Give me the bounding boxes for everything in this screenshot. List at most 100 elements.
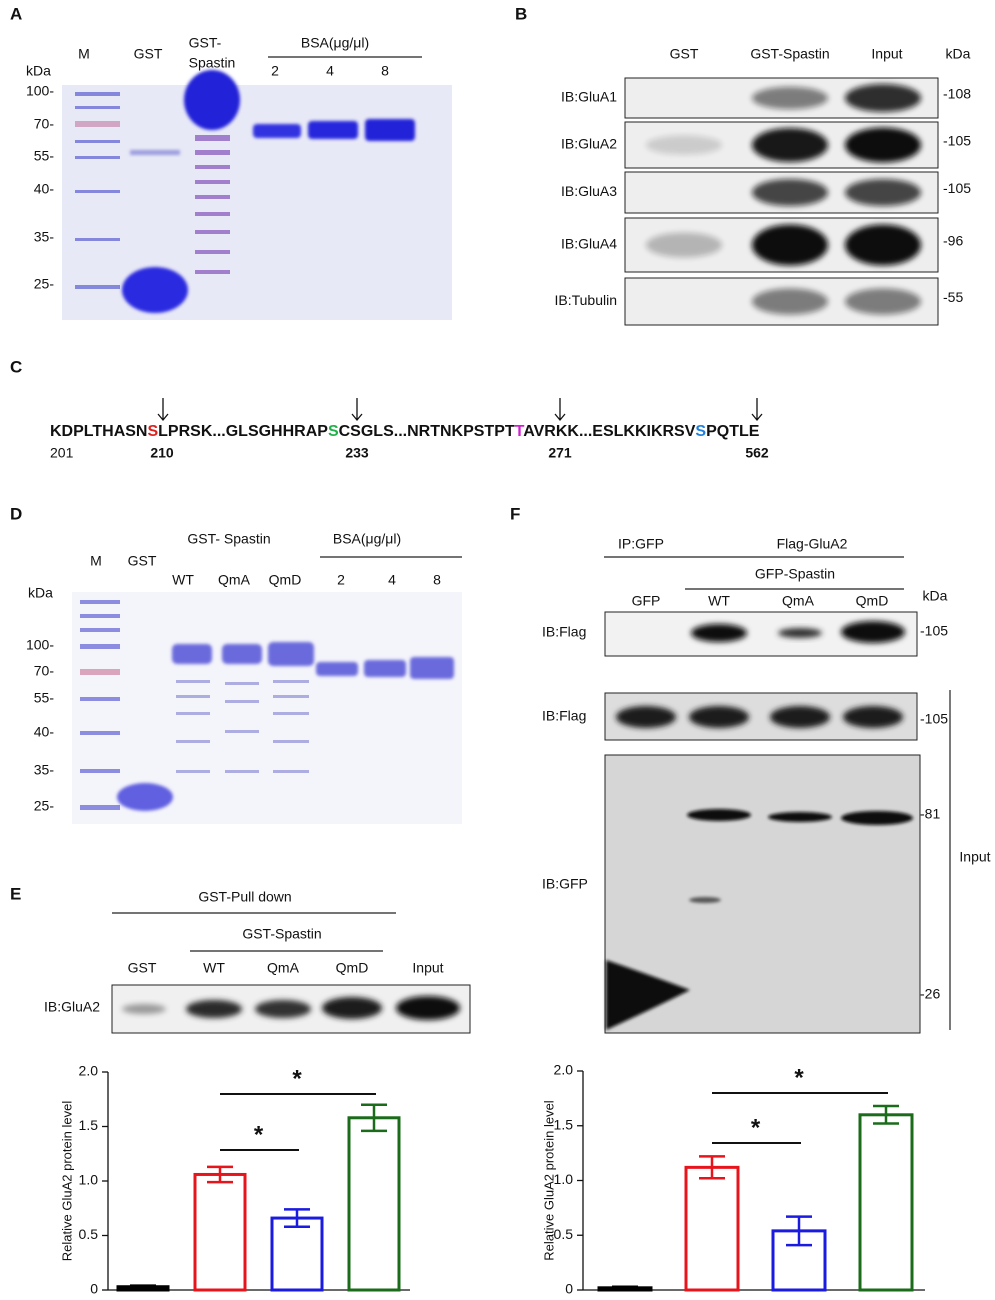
- marker-label: 100-: [26, 637, 54, 653]
- group-label: GST- Spastin: [187, 531, 270, 547]
- size-label: -105: [943, 133, 971, 149]
- lane-label: GST: [128, 960, 157, 976]
- lane-label: 8: [381, 63, 389, 79]
- site-number: 233: [345, 445, 369, 461]
- gel: [62, 70, 452, 320]
- y-tick-label: 1.0: [554, 1171, 574, 1187]
- marker-label: 70-: [34, 663, 55, 679]
- seq-part: AVRKK...ESLKKIKRSV: [523, 423, 695, 440]
- kda-label: kDa: [923, 588, 948, 604]
- site-residue: S: [695, 423, 706, 440]
- blot-label: IB:GluA2: [44, 999, 100, 1015]
- size-label: -55: [943, 289, 963, 305]
- bsa-label: BSA(μg/μl): [301, 35, 369, 51]
- y-axis-label: Relative GluA2 protein level: [541, 1100, 556, 1261]
- blot-label: IB:GluA3: [561, 183, 617, 199]
- y-tick-label: 0: [565, 1281, 573, 1297]
- group-label: IP:GFP: [618, 536, 664, 552]
- band: [646, 135, 722, 155]
- blot-label: IB:GluA1: [561, 89, 617, 105]
- panel-letter: E: [10, 884, 21, 903]
- significance-star: *: [254, 1121, 264, 1148]
- error-bar: [130, 1284, 156, 1290]
- lane-label: 4: [326, 63, 334, 79]
- panel-letter: F: [510, 504, 520, 523]
- marker-label: 40-: [34, 181, 55, 197]
- marker-label: 25-: [34, 276, 55, 292]
- marker-label: 70-: [34, 116, 55, 132]
- lane-label: 8: [433, 572, 441, 588]
- lane-label: Spastin: [189, 55, 236, 71]
- size-label: -108: [943, 86, 971, 102]
- size-label: -105: [920, 711, 948, 727]
- bsa-label: BSA(μg/μl): [333, 531, 401, 547]
- significance-star: *: [751, 1114, 761, 1141]
- blot-label: IB:GluA4: [561, 236, 617, 252]
- blot-labels: IB:Flag -105 IB:Flag -105 IB:GFP -81 -26: [542, 623, 948, 1002]
- size-label: -105: [943, 180, 971, 196]
- group-label: Flag-GluA2: [777, 536, 848, 552]
- group-label: GST-Spastin: [242, 926, 321, 942]
- band: [752, 288, 828, 315]
- marker-label: 55-: [34, 148, 55, 164]
- lane-label: WT: [708, 593, 730, 609]
- panel-letter: B: [515, 4, 527, 23]
- marker-labels: 100- 70- 55- 40- 35- 25-: [26, 637, 54, 814]
- band: [752, 224, 828, 266]
- band: [752, 86, 828, 110]
- panel-letter: D: [10, 504, 22, 523]
- band: [752, 178, 828, 207]
- gel: [72, 592, 462, 824]
- lane-label: QmD: [336, 960, 369, 976]
- marker-label: 40-: [34, 724, 55, 740]
- group-label: GST-Pull down: [198, 889, 291, 905]
- lane-label: M: [78, 46, 90, 62]
- blot-label: IB:Tubulin: [554, 292, 617, 308]
- lane-label: WT: [172, 572, 194, 588]
- size-label: -96: [943, 233, 963, 249]
- lane-label: WT: [203, 960, 225, 976]
- site-number: 562: [745, 445, 769, 461]
- error-bar: [284, 1208, 310, 1229]
- marker-label: 35-: [34, 229, 55, 245]
- seq-part: PQTLE: [706, 423, 760, 440]
- y-tick-label: 0: [90, 1281, 98, 1297]
- blot-label: IB:GluA2: [561, 136, 617, 152]
- lane-label: M: [90, 553, 102, 569]
- error-bar: [207, 1165, 233, 1184]
- y-tick-label: 1.0: [79, 1172, 99, 1188]
- lane-label: Input: [871, 46, 902, 62]
- blot-label: IB:GFP: [542, 876, 588, 892]
- error-bar: [873, 1104, 899, 1125]
- size-label: -81: [920, 806, 940, 822]
- error-bar: [786, 1215, 812, 1247]
- size-label: -26: [920, 986, 940, 1002]
- size-label: -105: [920, 623, 948, 639]
- kda-label: kDa: [26, 63, 51, 79]
- band: [845, 288, 921, 315]
- error-bar: [612, 1285, 638, 1291]
- lane-label: GFP: [632, 593, 661, 609]
- site-residue: S: [147, 423, 158, 440]
- y-tick-label: 0.5: [554, 1226, 574, 1242]
- bar: [270, 1216, 324, 1292]
- panel-letter: A: [10, 4, 22, 23]
- site-residue: T: [515, 423, 525, 440]
- lane-label: 2: [337, 572, 345, 588]
- error-bar: [699, 1155, 725, 1180]
- y-axis-label: Relative GluA2 protein level: [59, 1101, 74, 1262]
- blot-label: IB:Flag: [542, 708, 586, 724]
- kda-label: kDa: [28, 585, 53, 601]
- bar: [858, 1113, 914, 1292]
- seq-part: KDPLTHASN: [50, 423, 147, 440]
- significance-star: *: [794, 1064, 804, 1091]
- sequence: KDPLTHASNSLPRSK...GLSGHHRAPSCSGLS...NRTN…: [50, 423, 760, 440]
- lane-label: GST: [128, 553, 157, 569]
- lane-label: QmA: [267, 960, 300, 976]
- blot: [111, 984, 471, 1034]
- marker-label: 35-: [34, 762, 55, 778]
- panel-letter: C: [10, 357, 22, 376]
- blots: [604, 611, 951, 1034]
- input-label: Input: [959, 849, 990, 865]
